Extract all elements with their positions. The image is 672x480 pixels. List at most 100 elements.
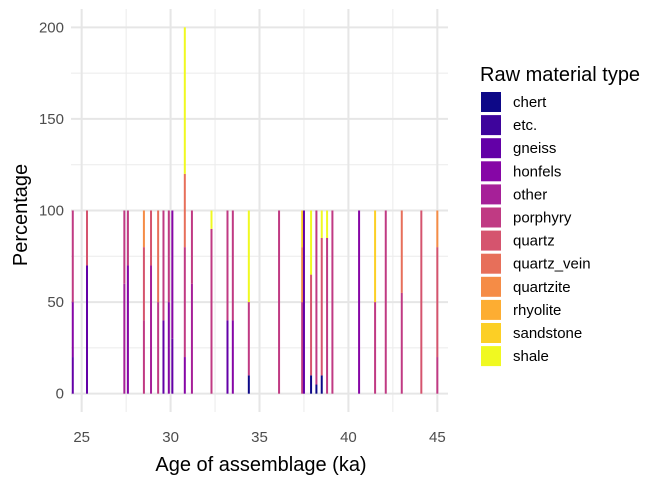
bar-segment: [400, 292, 403, 394]
bar-segment: [436, 357, 439, 394]
bar-segment: [315, 384, 318, 394]
bar-segment: [150, 210, 153, 266]
x-axis-ticks: 25 30 35 40 45: [73, 429, 445, 446]
legend-key-honfels: [481, 161, 501, 182]
y-axis-ticks: 0 50 100 150 200: [39, 19, 64, 402]
bar-segment: [167, 210, 170, 303]
bars: [71, 27, 439, 394]
bar-segment: [231, 320, 234, 394]
bar-segment: [278, 210, 281, 394]
legend-key-gneiss: [481, 138, 501, 159]
bar-segment: [150, 265, 153, 394]
bar-segment: [247, 375, 250, 394]
bar-segment: [226, 210, 229, 321]
x-tick-label: 45: [429, 429, 446, 446]
y-tick-label: 50: [47, 294, 64, 311]
bar-segment: [142, 320, 145, 394]
bar-segment: [126, 210, 129, 266]
bar-segment: [320, 237, 323, 376]
bar-segment: [190, 210, 193, 284]
bar-segment: [226, 320, 229, 394]
legend-key-sandstone: [481, 323, 501, 343]
legend-label: chert: [513, 94, 547, 111]
bar-segment: [210, 228, 213, 394]
bar-segment: [420, 210, 423, 394]
legend-label: quartz_vein: [513, 256, 591, 273]
legend: Raw material type chert etc. gneiss honfels…: [480, 64, 640, 367]
bar-segment: [167, 302, 170, 394]
bar-segment: [142, 247, 145, 321]
bar-segment: [320, 375, 323, 394]
bar-segment: [310, 274, 313, 376]
bar-segment: [326, 210, 329, 238]
bar-segment: [183, 247, 186, 358]
bar-segment: [384, 210, 387, 394]
bar-segment: [162, 210, 165, 321]
y-tick-label: 200: [39, 19, 64, 36]
bar-segment: [331, 210, 334, 394]
legend-key-chert: [481, 92, 501, 112]
bar-segment: [183, 27, 186, 174]
bar-segment: [123, 283, 126, 394]
bar-segment: [171, 210, 174, 339]
bar-segment: [310, 375, 313, 394]
bar-segment: [86, 210, 89, 266]
legend-label: quartz: [513, 233, 555, 250]
x-tick-label: 35: [251, 429, 268, 446]
legend-key-rhyolite: [481, 299, 501, 320]
bar-segment: [183, 357, 186, 394]
bar-segment: [374, 302, 377, 394]
bar-segment: [310, 210, 313, 275]
bar-segment: [142, 210, 145, 248]
bar-segment: [358, 210, 361, 394]
legend-label: other: [513, 186, 547, 203]
bar-segment: [157, 210, 160, 303]
legend-key-quartzite: [481, 276, 501, 297]
bar-segment: [171, 338, 174, 394]
legend-key-shale: [481, 346, 501, 367]
legend-key-porphyry: [481, 207, 501, 228]
bar-segment: [326, 237, 329, 394]
y-tick-label: 0: [56, 386, 64, 403]
bar-segment: [400, 210, 403, 293]
bar-segment: [71, 210, 74, 303]
legend-label: porphyry: [513, 210, 572, 227]
bar-segment: [247, 210, 250, 303]
legend-key-quartz: [481, 230, 501, 251]
legend-label: gneiss: [513, 140, 556, 157]
legend-key-other: [481, 184, 501, 205]
y-tick-label: 150: [39, 111, 64, 128]
legend-key-quartz-vein: [481, 253, 501, 274]
bar-segment: [302, 210, 305, 394]
bar-segment: [436, 210, 439, 248]
x-tick-label: 25: [73, 429, 90, 446]
bar-segment: [210, 210, 213, 229]
legend-label: rhyolite: [513, 302, 561, 319]
y-axis-title: Percentage: [10, 164, 32, 266]
bar-segment: [86, 265, 89, 394]
grid: [71, 9, 448, 412]
bar-segment: [71, 357, 74, 394]
legend-label: honfels: [513, 163, 561, 180]
x-tick-label: 40: [340, 429, 357, 446]
bar-segment: [71, 302, 74, 358]
y-tick-label: 100: [39, 203, 64, 220]
bar-segment: [126, 265, 129, 394]
bar-segment: [157, 302, 160, 394]
bar-segment: [301, 302, 304, 394]
bar-segment: [162, 320, 165, 394]
bar-segment: [320, 210, 323, 238]
bar-segment: [190, 283, 193, 394]
bar-segment: [123, 210, 126, 284]
legend-key-etc-: [481, 115, 501, 136]
bar-segment: [301, 210, 304, 248]
legend-label: sandstone: [513, 325, 582, 342]
legend-label: shale: [513, 348, 549, 365]
bar-segment: [183, 173, 186, 248]
bar-segment: [231, 210, 234, 321]
bar-segment: [247, 302, 250, 376]
bar-segment: [301, 247, 304, 303]
x-tick-label: 30: [162, 429, 179, 446]
